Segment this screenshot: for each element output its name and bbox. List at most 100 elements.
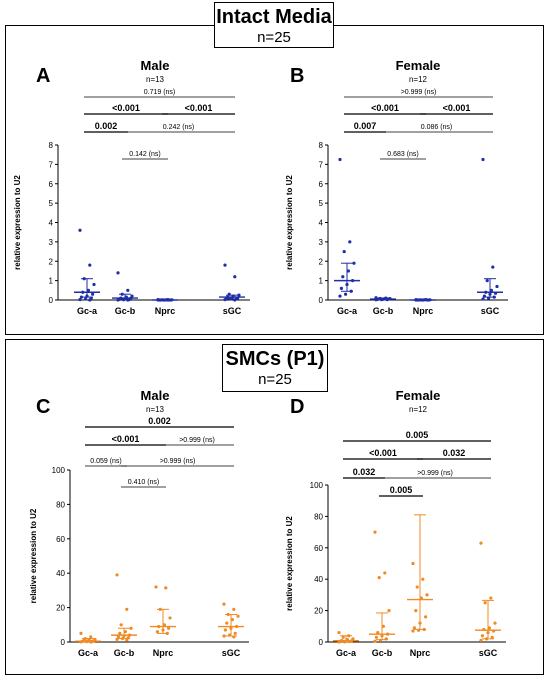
data-point (485, 279, 489, 283)
data-point (352, 261, 356, 265)
data-point (411, 561, 415, 566)
data-point (424, 615, 428, 619)
data-point (126, 288, 130, 292)
data-point (78, 228, 82, 232)
data-point (91, 292, 95, 296)
comparison-p-value: 0.683 (ns) (387, 151, 419, 158)
y-tick-label: 5 (319, 199, 324, 208)
data-point (373, 639, 377, 643)
y-tick-label: 2 (49, 257, 54, 266)
y-tick-label: 1 (49, 277, 54, 286)
comparison-p-value: 0.410 (ns) (128, 479, 160, 486)
y-tick-label: 5 (49, 199, 54, 208)
y-tick-label: 3 (319, 238, 324, 247)
data-point (346, 269, 350, 273)
y-axis-label: relative expression to U2 (285, 175, 294, 270)
data-point (89, 635, 93, 639)
data-point (233, 275, 237, 279)
y-tick-label: 20 (314, 607, 323, 616)
panel-letter: B (290, 65, 304, 87)
section-title: SMCs (P1) (225, 348, 325, 370)
comparison-p-value: 0.005 (406, 430, 429, 440)
data-point (84, 297, 88, 301)
data-point (487, 626, 491, 630)
data-point (483, 601, 487, 605)
data-point (414, 609, 418, 613)
data-point (377, 576, 381, 580)
y-tick-label: 20 (56, 604, 65, 613)
y-tick-label: 3 (49, 238, 54, 247)
data-point (411, 629, 415, 633)
x-tick-label: Nprc (410, 648, 431, 658)
smc-p1-section (5, 339, 544, 675)
x-tick-label: Nprc (153, 648, 174, 658)
y-tick-label: 100 (310, 481, 324, 490)
comparison-p-value: 0.002 (95, 121, 118, 131)
y-tick-label: 40 (314, 575, 323, 584)
comparison-p-value: 0.002 (148, 416, 171, 426)
data-point (130, 294, 134, 298)
comparison-p-value: >0.999 (ns) (160, 458, 196, 465)
panel-n: n=13 (146, 405, 165, 414)
data-point (115, 637, 119, 642)
data-point (338, 294, 342, 298)
data-point (162, 623, 166, 627)
data-point (116, 298, 120, 302)
data-point (225, 621, 229, 625)
data-point (164, 586, 168, 590)
data-point (237, 293, 241, 297)
data-point (222, 634, 226, 638)
y-tick-label: 40 (56, 569, 65, 578)
y-tick-label: 1 (319, 277, 324, 286)
data-point (125, 638, 129, 642)
x-tick-label: sGC (479, 648, 498, 658)
x-tick-label: sGC (223, 306, 242, 316)
y-tick-label: 80 (56, 500, 65, 509)
data-point (167, 626, 171, 630)
data-point (491, 265, 495, 269)
x-tick-label: sGC (222, 648, 241, 658)
intact-media-title-box: Intact Media n=25 (214, 2, 334, 48)
data-point (116, 271, 120, 275)
y-tick-label: 4 (319, 219, 324, 228)
comparison-p-value: <0.001 (371, 103, 399, 113)
data-point (78, 298, 82, 302)
panel-title: Female (396, 58, 441, 73)
data-point (480, 634, 484, 638)
data-point (223, 263, 227, 267)
y-axis-label: relative expression to U2 (285, 516, 294, 611)
data-point (223, 298, 227, 302)
data-point (88, 298, 92, 302)
x-tick-label: Gc-b (373, 306, 394, 316)
section-title: Intact Media (216, 6, 332, 28)
comparison-p-value: 0.142 (ns) (129, 151, 161, 158)
x-tick-label: Gc-a (337, 306, 358, 316)
data-point (495, 284, 499, 289)
data-point (223, 628, 227, 632)
data-point (479, 638, 483, 643)
y-tick-label: 8 (49, 141, 54, 150)
data-point (79, 631, 83, 636)
comparison-p-value: 0.242 (ns) (163, 124, 195, 131)
x-tick-label: Nprc (155, 306, 176, 316)
comparison-p-value: 0.719 (ns) (144, 89, 176, 96)
comparison-p-value: >0.999 (ns) (179, 437, 215, 444)
data-point (86, 288, 90, 292)
panel-title: Male (141, 58, 170, 73)
data-point (412, 626, 416, 630)
data-point (118, 631, 122, 636)
data-point (493, 621, 497, 625)
data-point (381, 624, 385, 628)
smc-p1-title-box: SMCs (P1) n=25 (222, 344, 328, 392)
x-tick-label: Gc-b (372, 648, 393, 658)
panel-title: Male (141, 388, 170, 403)
comparison-p-value: >0.999 (ns) (417, 470, 453, 477)
comparison-p-value: 0.007 (354, 121, 377, 131)
x-tick-label: sGC (481, 306, 500, 316)
y-tick-label: 100 (52, 466, 66, 475)
data-point (222, 602, 226, 606)
y-axis-label: relative expression to U2 (29, 508, 38, 603)
panel-n: n=12 (409, 405, 428, 414)
comparison-p-value: 0.086 (ns) (421, 124, 453, 131)
data-point (341, 635, 345, 639)
